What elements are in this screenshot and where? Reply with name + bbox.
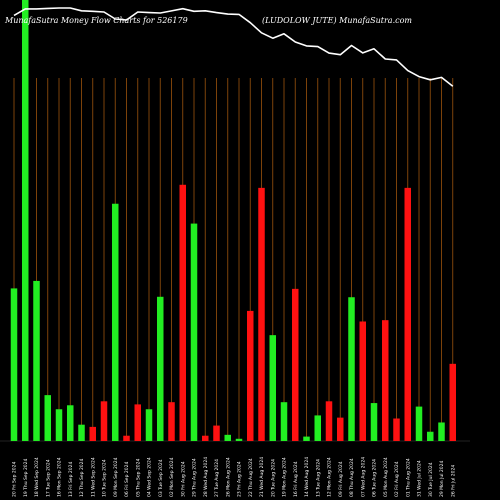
bar [404, 187, 411, 441]
x-tick-label: 16 Fri Aug 2024 [293, 461, 299, 497]
x-tick-label: 23 Fri Aug 2024 [237, 461, 243, 497]
bar [269, 335, 276, 441]
x-tick-label: 19 Mon Aug 2024 [282, 457, 288, 497]
x-tick-label: 29 Thu Aug 2024 [192, 458, 198, 497]
bar [348, 297, 355, 441]
bar [55, 409, 63, 441]
bar [123, 435, 130, 441]
x-tick-label: 09 Fri Aug 2024 [338, 461, 344, 497]
bar [224, 434, 231, 441]
x-tick-label: 31 Wed Jul 2024 [417, 460, 423, 497]
x-tick-label: 30 Fri Aug 2024 [180, 461, 186, 497]
bar [145, 409, 153, 441]
x-tick-label: 02 Mon Sep 2024 [169, 457, 175, 497]
bar [292, 288, 299, 441]
bar [258, 187, 265, 441]
bar [247, 310, 254, 441]
bar [10, 288, 18, 441]
bar [427, 431, 434, 441]
bar [280, 402, 288, 441]
x-tick-label: 09 Mon Sep 2024 [113, 457, 119, 497]
x-tick-label: 29 Mon Jul 2024 [439, 460, 445, 497]
bar [370, 403, 378, 441]
x-tick-label: 01 Thu Aug 2024 [405, 458, 411, 497]
bar [438, 422, 445, 441]
bar [337, 417, 344, 441]
x-tick-label: 26 Fri Jul 2024 [450, 465, 456, 497]
x-tick-label: 17 Tue Sep 2024 [45, 459, 51, 497]
bar [202, 435, 209, 441]
bar [33, 280, 40, 441]
chart-title-right: (LUDOLOW JUTE) MunafaSutra.com [262, 16, 412, 25]
x-tick-label: 20 Tue Aug 2024 [270, 459, 276, 497]
bar [359, 321, 366, 441]
x-tick-label: 07 Wed Aug 2024 [360, 457, 366, 497]
bar [382, 320, 389, 441]
x-tick-label: 27 Tue Aug 2024 [214, 459, 220, 497]
bar [157, 296, 164, 441]
bar [179, 184, 186, 442]
bar [235, 438, 243, 441]
x-tick-label: 18 Wed Sep 2024 [34, 457, 40, 497]
bar [67, 405, 74, 441]
bar [78, 424, 85, 441]
x-tick-label: 20 Fri Sep 2024 [12, 462, 18, 497]
bar [449, 363, 456, 441]
price-line-layer [13, 7, 454, 87]
bar [325, 401, 333, 441]
x-tick-label: 10 Tue Sep 2024 [102, 459, 108, 497]
bar [100, 401, 108, 441]
x-tick-label: 12 Mon Aug 2024 [327, 457, 333, 497]
x-tick-label: 06 Tue Aug 2024 [372, 459, 378, 497]
chart-title-left: MunafaSutra Money Flow Charts for 526179 [4, 16, 188, 25]
bar [415, 406, 423, 441]
bar [213, 425, 220, 441]
price-line [13, 7, 454, 87]
x-tick-label: 12 Thu Sep 2024 [79, 458, 85, 497]
x-tick-label: 13 Tue Aug 2024 [315, 459, 321, 497]
bar [44, 395, 51, 441]
bar [303, 436, 310, 441]
bar [134, 404, 141, 441]
bar [22, 0, 29, 441]
x-tick-label: 16 Mon Sep 2024 [57, 457, 63, 497]
x-tick-label: 05 Mon Aug 2024 [383, 457, 389, 497]
x-tick-label: 22 Thu Aug 2024 [248, 458, 254, 497]
x-tick-label: 04 Wed Sep 2024 [147, 457, 153, 497]
x-tick-label: 02 Fri Aug 2024 [394, 461, 400, 497]
bar [314, 415, 321, 441]
bar [168, 402, 175, 441]
x-tick-label: 14 Wed Aug 2024 [304, 457, 310, 497]
bar [112, 203, 119, 441]
x-tick-label: 06 Fri Sep 2024 [124, 462, 130, 497]
x-tick-label: 26 Mon Aug 2024 [225, 457, 231, 497]
x-tick-label: 30 Tue Jul 2024 [428, 462, 434, 497]
x-tick-label: 05 Thu Sep 2024 [135, 458, 141, 497]
x-tick-label-layer: 20 Fri Sep 2024 19 Thu Sep 2024 18 Wed Sep… [12, 457, 457, 497]
bar [190, 223, 198, 441]
bar [393, 418, 400, 441]
x-tick-label: 21 Wed Aug 2024 [259, 457, 265, 497]
x-tick-label: 13 Fri Sep 2024 [68, 462, 74, 497]
x-tick-label: 11 Wed Sep 2024 [90, 457, 96, 497]
x-tick-label: 28 Wed Aug 2024 [203, 457, 209, 497]
x-tick-label: 08 Thu Aug 2024 [349, 458, 355, 497]
x-tick-label: 19 Thu Sep 2024 [23, 458, 29, 497]
bar-layer [10, 0, 456, 442]
x-tick-label: 03 Tue Sep 2024 [158, 459, 164, 497]
bar [89, 426, 96, 441]
